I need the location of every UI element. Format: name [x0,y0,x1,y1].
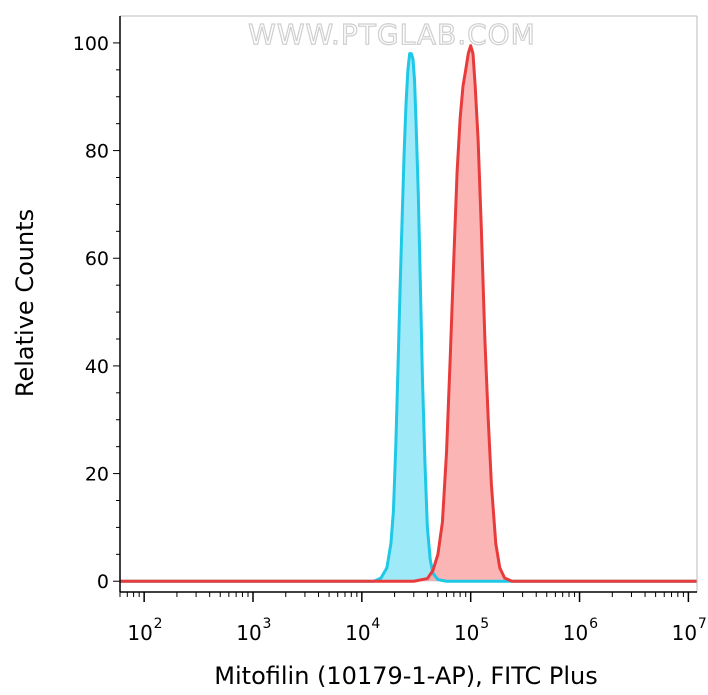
y-tick-label: 100 [73,33,109,55]
x-tick-label: 10 3 [236,616,271,645]
x-tick-label: 10 7 [672,616,707,645]
x-tick-label: 10 6 [563,616,598,645]
y-tick-label: 20 [85,464,109,486]
x-axis-label: Mitofilin (10179-1-AP), FITC Plus [214,662,597,690]
x-tick-base: 10 [236,621,261,645]
y-axis-label: Relative Counts [11,209,39,397]
x-tick-base: 10 [127,621,152,645]
x-tick-exponent: 6 [589,616,598,632]
watermark: WWW.PTGLAB.COM [248,18,536,51]
x-tick-exponent: 4 [371,616,380,632]
series-2-line [120,44,697,583]
y-tick-label: 60 [85,248,109,270]
x-tick-base: 10 [563,621,588,645]
x-tick-exponent: 2 [154,616,163,632]
x-tick-base: 10 [454,621,479,645]
y-tick-label: 80 [85,141,109,163]
y-tick-label: 0 [97,571,109,593]
x-tick-base: 10 [345,621,370,645]
x-tick-base: 10 [672,621,697,645]
series-1-line [120,52,697,583]
x-tick-label: 10 5 [454,616,489,645]
series-1-fill [120,53,697,582]
y-tick-label: 40 [85,356,109,378]
x-tick-label: 10 2 [127,616,162,645]
x-tick-exponent: 7 [698,616,707,632]
x-tick-exponent: 3 [263,616,272,632]
x-tick-label: 10 4 [345,616,380,645]
x-tick-exponent: 5 [480,616,489,632]
